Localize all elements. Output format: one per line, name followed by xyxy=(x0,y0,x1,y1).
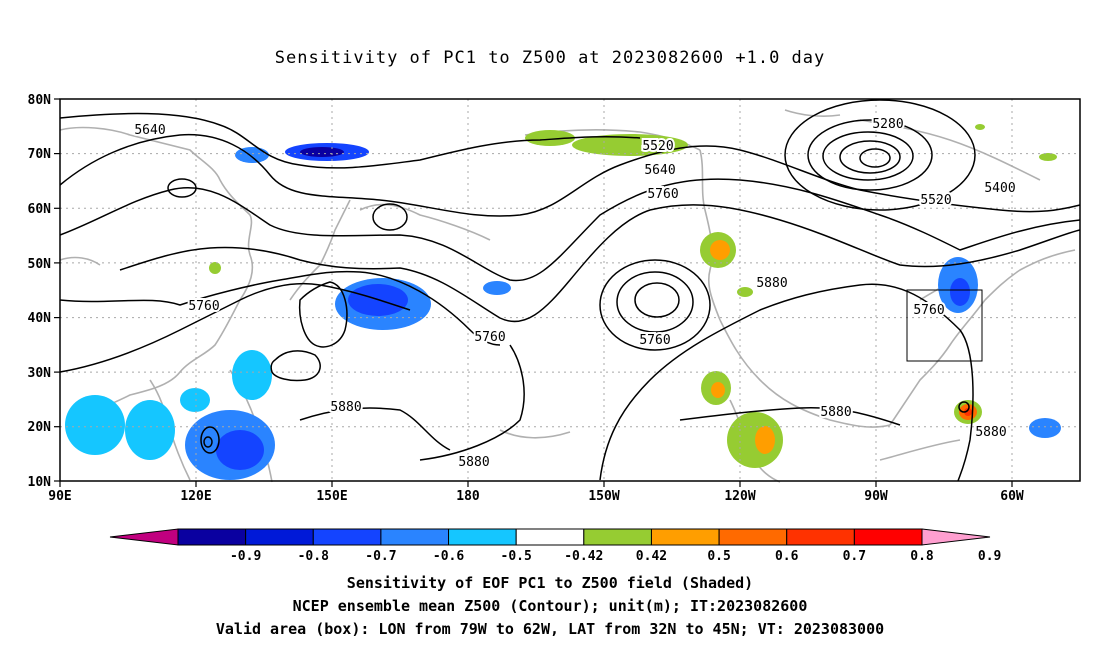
colorbar-segment xyxy=(109,528,179,546)
footer-line-1: Sensitivity of EOF PC1 to Z500 field (Sh… xyxy=(346,574,754,592)
colorbar-tick-label: 0.42 xyxy=(636,549,667,564)
contour-label: 5400 xyxy=(984,181,1015,196)
contour-label: 5760 xyxy=(639,333,670,348)
colorbar-tick-label: -0.8 xyxy=(298,549,329,564)
lon-label: 60W xyxy=(1000,489,1024,504)
colorbar: -0.9 -0.8 -0.7 -0.6 -0.5 -0.42 0.42 0.5 0.6 0.7 0.… xyxy=(109,528,1001,564)
lat-labels: 80N 70N 60N 50N 40N 30N 20N 10N xyxy=(28,93,52,490)
lon-label: 120W xyxy=(724,489,755,504)
contour-label: 5640 xyxy=(644,163,675,178)
contour-label: 5280 xyxy=(872,117,903,132)
colorbar-tick-label: -0.9 xyxy=(230,549,261,564)
lon-label: 150W xyxy=(588,489,619,504)
contour-label: 5880 xyxy=(820,405,851,420)
colorbar-tick-label: -0.42 xyxy=(564,549,603,564)
colorbar-segment xyxy=(448,528,517,546)
colorbar-segment xyxy=(718,528,788,546)
colorbar-segment xyxy=(245,528,314,546)
colorbar-segment xyxy=(583,528,652,546)
lon-label: 90W xyxy=(864,489,888,504)
colorbar-segment xyxy=(921,528,991,546)
footer-line-3: Valid area (box): LON from 79W to 62W, L… xyxy=(215,620,885,638)
lat-label: 10N xyxy=(28,475,52,490)
footer-line-2: NCEP ensemble mean Z500 (Contour); unit(… xyxy=(292,597,808,615)
lon-label: 90E xyxy=(48,489,71,504)
contour-label: 5880 xyxy=(756,276,787,291)
lon-labels: 90E 120E 150E 180 150W 120W 90W 60W xyxy=(48,489,1024,504)
contour-label: 5880 xyxy=(975,425,1006,440)
colorbar-segment xyxy=(853,528,923,546)
colorbar-segment xyxy=(650,528,720,546)
z500-contours xyxy=(59,99,1081,482)
colorbar-segment xyxy=(177,528,247,546)
valid-area-box xyxy=(906,289,983,362)
coastlines xyxy=(59,109,1076,483)
colorbar-segment xyxy=(786,528,855,546)
colorbar-segment xyxy=(312,528,382,546)
colorbar-tick-label: 0.9 xyxy=(978,549,1001,564)
lon-label: 150E xyxy=(316,489,347,504)
contour-label: 5520 xyxy=(642,139,673,154)
contour-label: 5760 xyxy=(188,299,219,314)
contour-label: 5880 xyxy=(330,400,361,415)
lon-label: 180 xyxy=(456,489,480,504)
lat-label: 60N xyxy=(28,202,52,217)
contour-label: 5760 xyxy=(913,303,944,318)
contour-label: 5760 xyxy=(474,330,505,345)
lon-label: 120E xyxy=(180,489,211,504)
colorbar-segment xyxy=(380,528,450,546)
contour-label: 5760 xyxy=(647,187,678,202)
plot-title: Sensitivity of PC1 to Z500 at 2023082600… xyxy=(274,48,826,68)
contour-label: 5880 xyxy=(458,455,489,470)
colorbar-tick-label: 0.8 xyxy=(910,549,934,564)
lat-label: 80N xyxy=(28,93,52,108)
lat-label: 70N xyxy=(28,147,52,162)
colorbar-tick-label: 0.7 xyxy=(843,549,866,564)
contour-labels: 5640 5520 5280 5400 5640 5520 5760 5760 … xyxy=(132,115,1017,472)
contour-label: 5640 xyxy=(134,123,165,138)
colorbar-segment xyxy=(515,528,585,546)
colorbar-tick-label: -0.6 xyxy=(433,549,464,564)
colorbar-tick-label: 0.6 xyxy=(775,549,799,564)
contour-label: 5520 xyxy=(920,193,951,208)
map-frame xyxy=(59,98,1081,482)
colorbar-tick-label: 0.5 xyxy=(707,549,730,564)
colorbar-tick-label: -0.7 xyxy=(365,549,396,564)
lat-label: 50N xyxy=(28,257,52,272)
lat-label: 30N xyxy=(28,366,52,381)
colorbar-tick-label: -0.5 xyxy=(501,549,532,564)
tick-marks xyxy=(54,98,1013,487)
lat-label: 20N xyxy=(28,420,52,435)
shaded-sensitivity xyxy=(65,124,1061,480)
lat-label: 40N xyxy=(28,311,52,326)
